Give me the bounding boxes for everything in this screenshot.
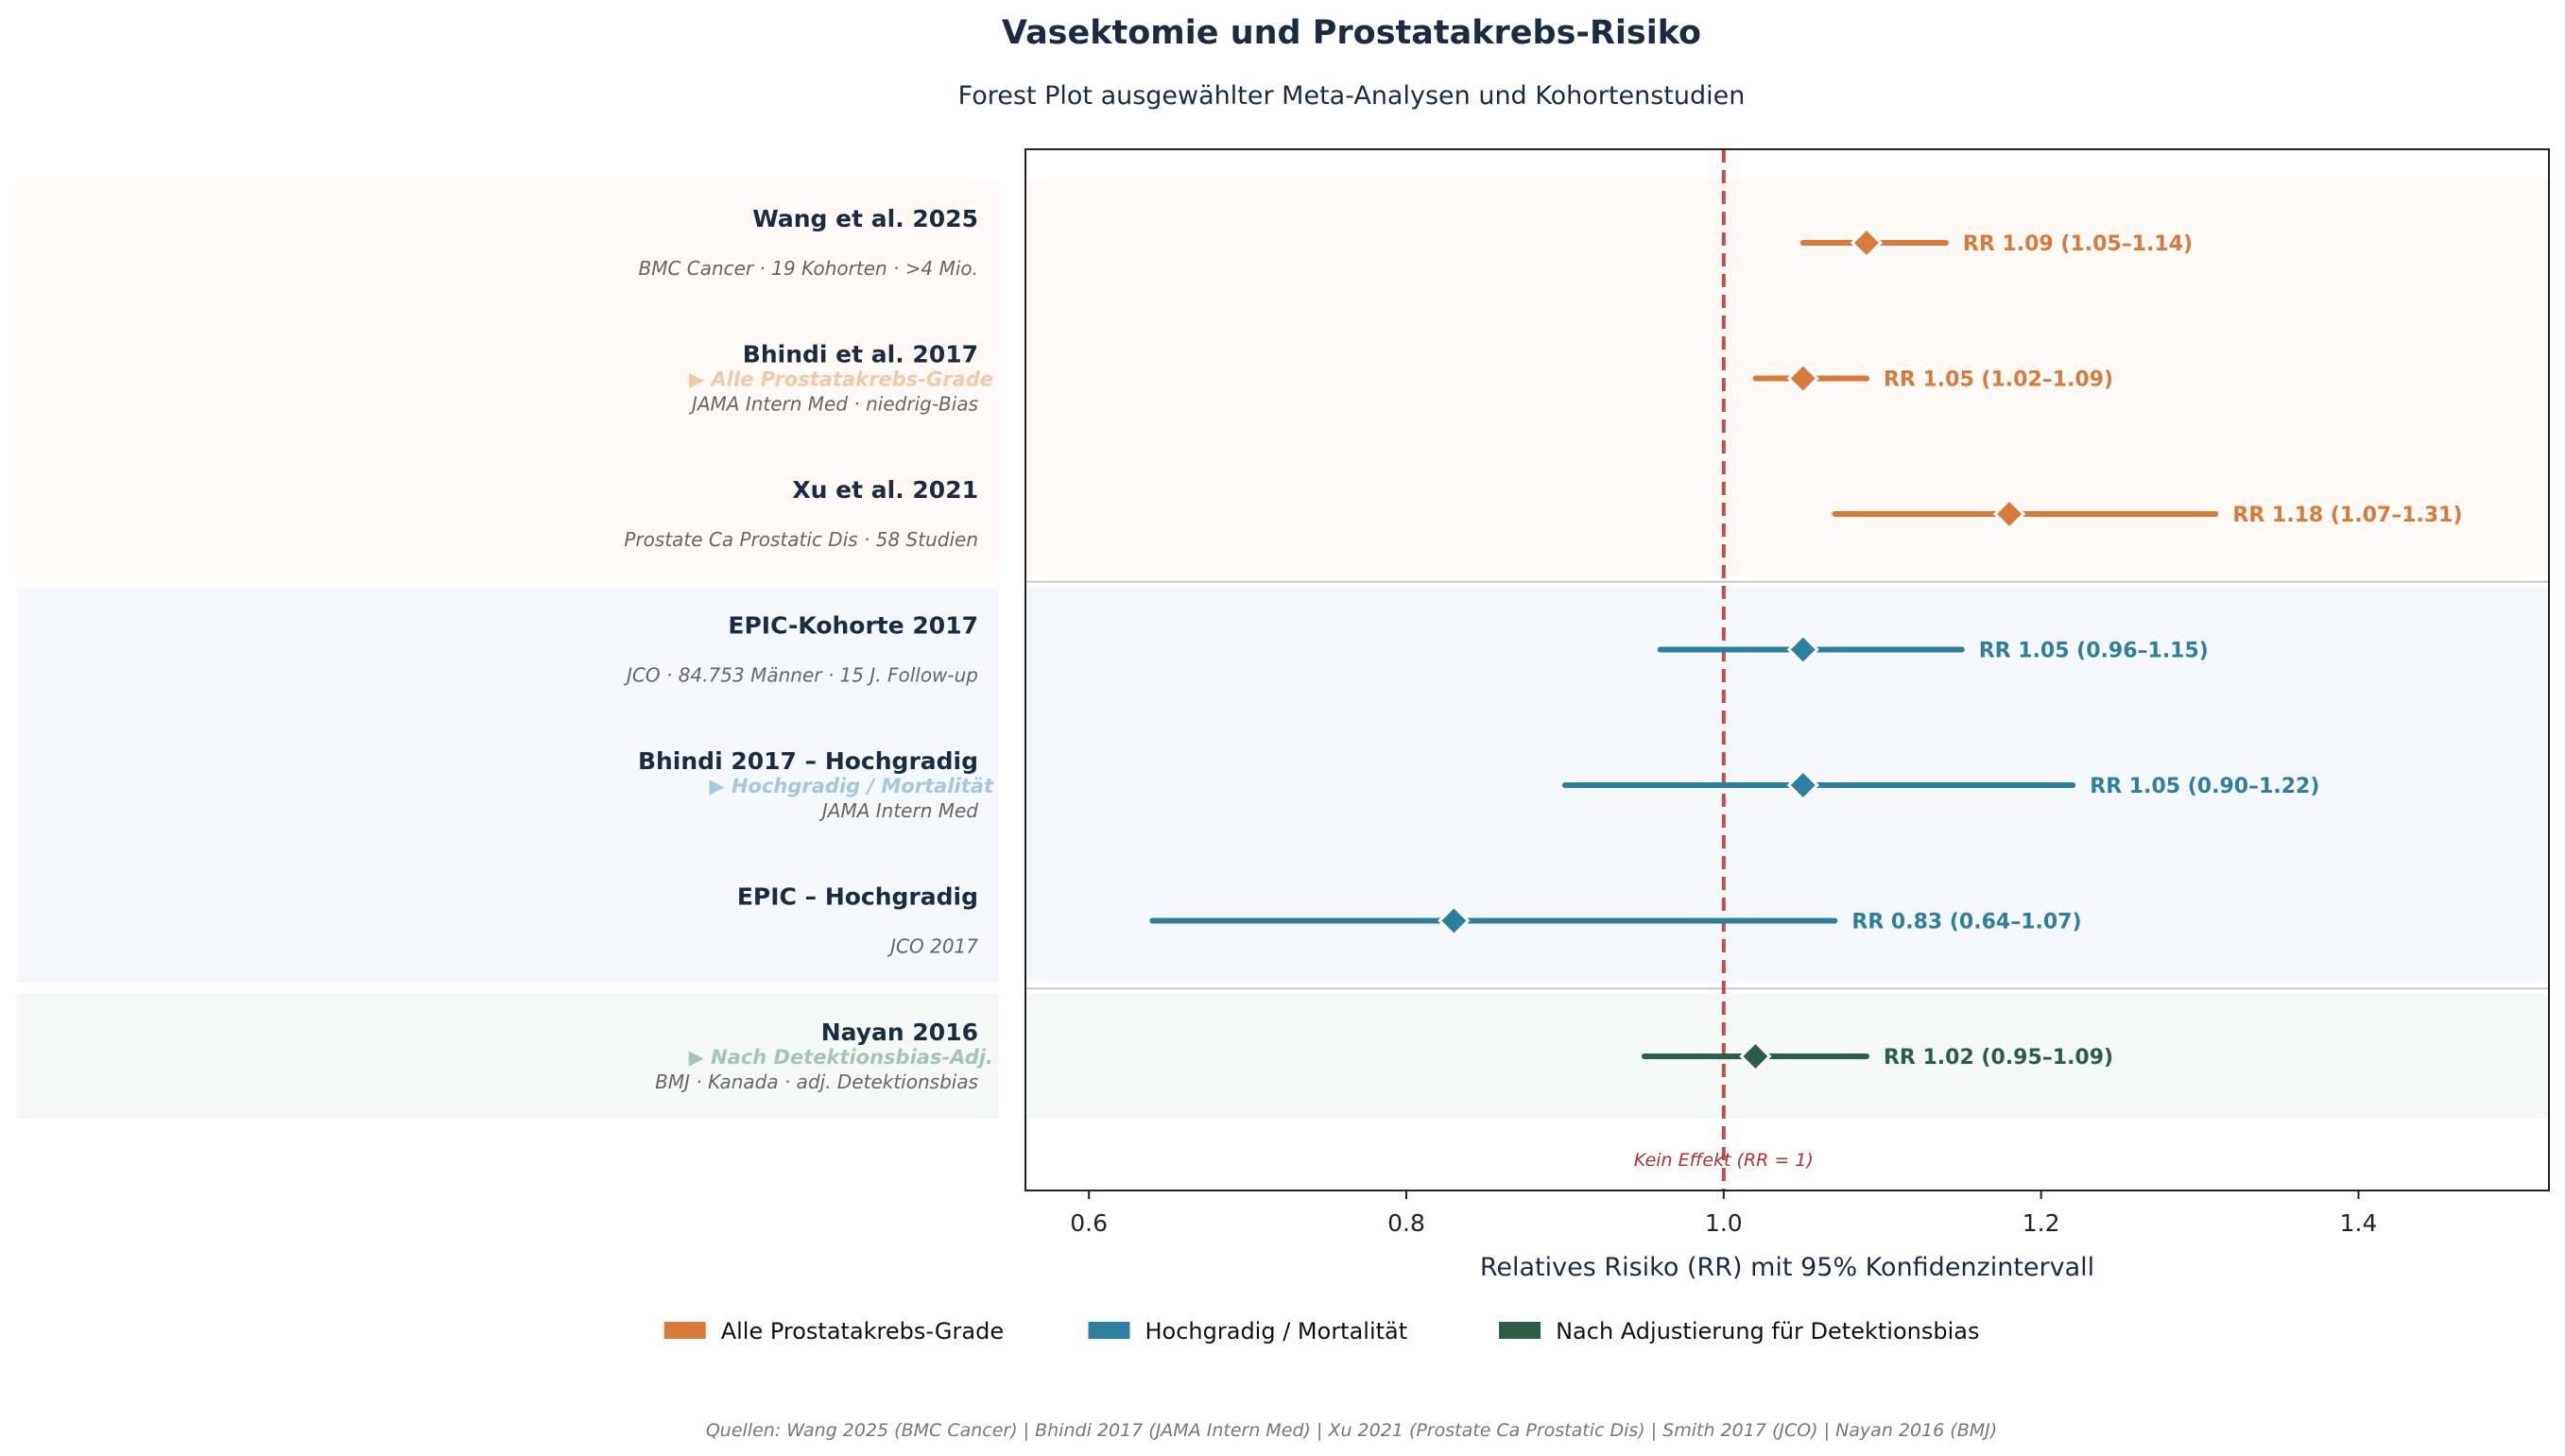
rr-data-label: RR 1.09 (1.05–1.14) [1963, 232, 2193, 256]
rr-data-label: RR 1.05 (0.96–1.15) [1979, 640, 2209, 663]
x-tick-label: 0.8 [1387, 1209, 1425, 1237]
point-estimate-marker [1850, 226, 1884, 260]
point-estimate-marker [1786, 362, 1819, 395]
study-detail: JAMA Intern Med · niedrig-Bias [688, 393, 978, 416]
study-labels: ▶ Alle Prostatakrebs-Grade ▶ Hochgradig /… [623, 205, 994, 1093]
rr-data-label: RR 1.02 (0.95–1.09) [1884, 1046, 2113, 1070]
legend-label: Hochgradig / Mortalität [1145, 1318, 1408, 1345]
legend-label: Alle Prostatakrebs-Grade [721, 1318, 1004, 1345]
x-tick-label: 1.2 [2023, 1209, 2060, 1237]
group-label: ▶ Alle Prostatakrebs-Grade [689, 368, 993, 391]
study-detail: BMJ · Kanada · adj. Detektionsbias [655, 1071, 978, 1093]
point-estimate-marker [1992, 497, 2026, 531]
legend: Alle Prostatakrebs-Grade Hochgradig / Mor… [663, 1318, 1979, 1345]
rr-data-label: RR 1.05 (1.02–1.09) [1884, 368, 2113, 392]
study-name: Bhindi et al. 2017 [743, 341, 978, 368]
legend-swatch [1088, 1322, 1130, 1339]
group-label: ▶ Nach Detektionsbias-Adj. [689, 1046, 993, 1069]
x-tick-label: 1.4 [2340, 1209, 2378, 1237]
group-band-labels [17, 587, 999, 984]
plot-area: Kein Effekt (RR = 1) RR 1.09 (1.05–1.14) R… [1024, 148, 2550, 1191]
point-estimate-marker [1437, 904, 1471, 937]
study-name: Xu et al. 2021 [792, 476, 978, 504]
study-detail: JCO · 84.753 Männer · 15 J. Follow-up [623, 664, 978, 687]
study-name: Bhindi 2017 – Hochgradig [638, 747, 978, 775]
chart-subtitle: Forest Plot ausgewählter Meta-Analysen u… [958, 81, 1746, 111]
chart-title: Vasektomie und Prostatakrebs-Risiko [1002, 14, 1701, 52]
group-label: ▶ Hochgradig / Mortalität [709, 775, 993, 797]
study-name: Nayan 2016 [821, 1019, 978, 1046]
rr-data-label: RR 1.18 (1.07–1.31) [2232, 504, 2462, 527]
legend-swatch [663, 1322, 706, 1339]
study-name: EPIC – Hochgradig [737, 883, 978, 911]
point-estimate-marker [1786, 633, 1819, 666]
group-band-labels [17, 994, 999, 1119]
study-detail: BMC Cancer · 19 Kohorten · >4 Mio. [638, 257, 978, 280]
rr-data-label: RR 0.83 (0.64–1.07) [1851, 911, 2081, 934]
x-axis-label: Relatives Risiko (RR) mit 95% Konfidenzi… [1480, 1253, 2094, 1282]
x-tick-label: 0.6 [1070, 1209, 1108, 1237]
study-name: Wang et al. 2025 [752, 205, 978, 232]
study-detail: Prostate Ca Prostatic Dis · 58 Studien [624, 528, 978, 551]
reference-line-label: Kein Effekt (RR = 1) [1634, 1150, 1814, 1171]
study-name: EPIC-Kohorte 2017 [728, 612, 978, 640]
point-estimate-marker [1739, 1039, 1772, 1073]
study-detail: JCO 2017 [887, 935, 978, 958]
x-tick-label: 1.0 [1705, 1209, 1743, 1237]
point-estimate-marker [1786, 768, 1819, 802]
legend-label: Nach Adjustierung für Detektionsbias [1556, 1318, 1979, 1345]
legend-swatch [1499, 1322, 1541, 1339]
plot-frame [1024, 148, 2550, 1191]
group-band-labels [17, 180, 999, 576]
study-detail: JAMA Intern Med [818, 799, 978, 822]
x-axis: 0.6 0.8 1.0 1.2 1.4 [1070, 1190, 2377, 1237]
rr-data-label: RR 1.05 (0.90–1.22) [2090, 775, 2319, 798]
source-note: Quellen: Wang 2025 (BMC Cancer) | Bhindi… [706, 1420, 1997, 1441]
